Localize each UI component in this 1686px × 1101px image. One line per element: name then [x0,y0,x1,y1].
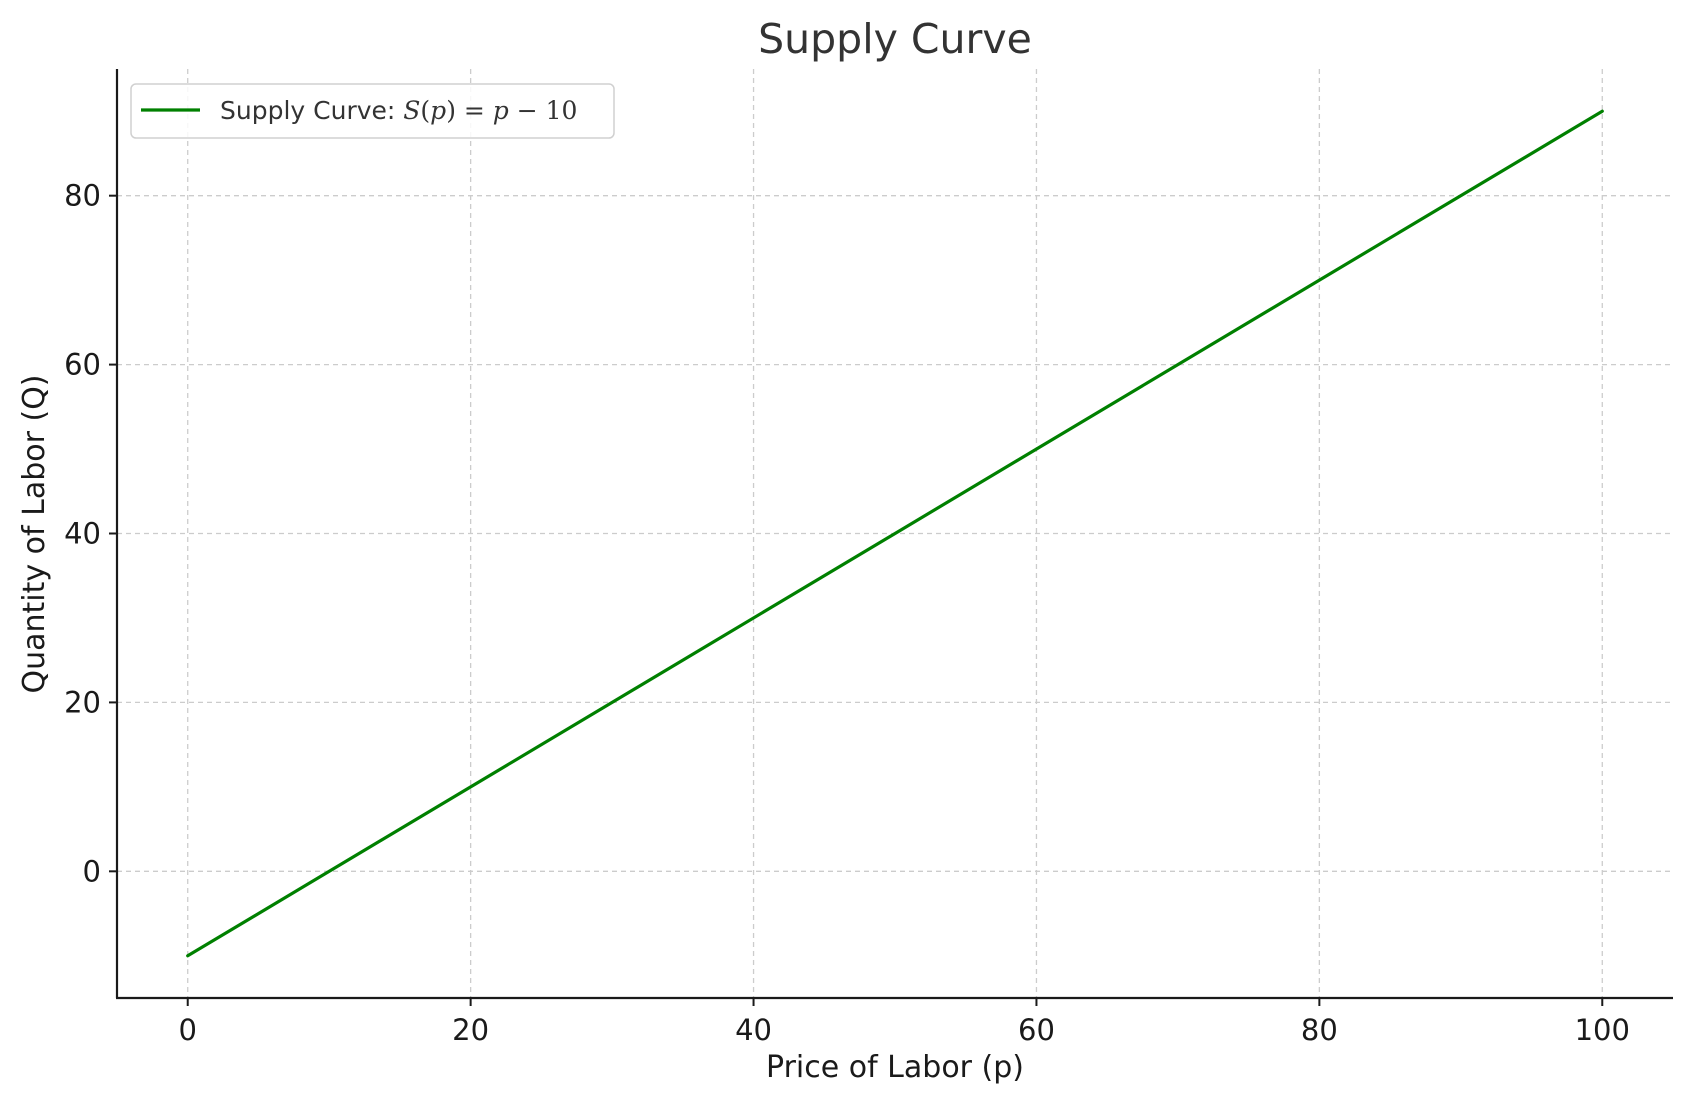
legend-formula-open: ( [420,96,430,125]
y-tick-label: 20 [64,685,101,719]
legend: Supply Curve: S(p) = p − 10 [130,83,615,139]
x-tick-label: 0 [179,1013,197,1047]
x-axis-label: Price of Labor (p) [766,1050,1024,1085]
legend-formula-var: p [493,96,509,125]
legend-formula-eq: = [456,96,493,125]
chart-title: Supply Curve [758,15,1032,63]
legend-formula-arg: p [430,96,446,125]
y-axis-label: Quantity of Labor (Q) [17,374,52,693]
legend-entry-label: Supply Curve: S(p) = p − 10 [220,96,577,125]
x-tick-label: 80 [1301,1013,1338,1047]
legend-box [130,83,615,139]
y-axis-ticks: 0 20 40 60 80 [64,179,117,888]
legend-prefix: Supply Curve: [220,96,403,125]
x-tick-label: 40 [735,1013,772,1047]
legend-formula-minus: − [509,96,546,125]
legend-formula-close: ) [446,96,456,125]
y-tick-label: 80 [64,179,101,213]
x-tick-label: 100 [1575,1013,1630,1047]
x-tick-label: 60 [1018,1013,1055,1047]
x-axis-ticks: 0 20 40 60 80 100 [179,998,1630,1047]
supply-curve-line [186,109,1604,958]
y-tick-label: 40 [64,517,101,551]
y-tick-label: 60 [64,348,101,382]
series-layer [186,109,1604,958]
x-tick-label: 20 [452,1013,489,1047]
legend-formula-fn: S [403,96,420,125]
legend-formula-const: 10 [546,96,578,125]
y-tick-label: 0 [83,854,101,888]
